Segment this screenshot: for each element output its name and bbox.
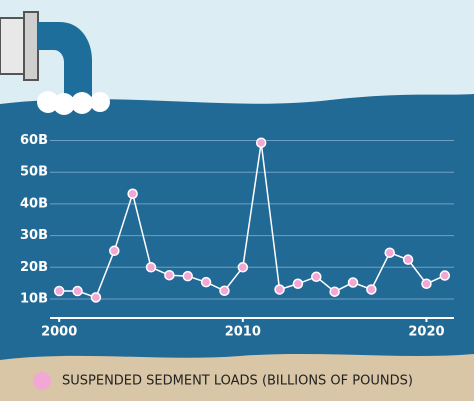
data-point xyxy=(402,254,414,265)
y-tick-label: 10B xyxy=(20,291,48,306)
data-point xyxy=(53,285,65,297)
pipe xyxy=(0,11,110,115)
data-point xyxy=(292,278,304,290)
data-point xyxy=(366,284,377,295)
data-point xyxy=(109,245,120,257)
y-tick-label: 30B xyxy=(20,228,48,243)
sand xyxy=(0,354,474,401)
x-tick-label: 2010 xyxy=(225,325,261,340)
data-point xyxy=(311,271,322,283)
data-point xyxy=(347,277,359,288)
data-point xyxy=(145,262,157,273)
data-point xyxy=(237,262,249,273)
data-point xyxy=(90,292,102,303)
legend-label: SUSPENDED SEDMENT LOADS (BILLIONS OF POU… xyxy=(62,374,413,389)
data-point xyxy=(219,285,230,296)
legend-marker xyxy=(33,372,51,390)
data-point xyxy=(200,276,212,288)
y-tick-label: 50B xyxy=(20,165,48,180)
water xyxy=(0,94,474,401)
data-point xyxy=(439,270,451,281)
x-tick-label: 2020 xyxy=(408,325,444,340)
y-tick-label: 60B xyxy=(20,133,48,148)
data-point xyxy=(72,285,83,297)
x-tick-label: 2000 xyxy=(41,325,77,340)
data-point xyxy=(127,188,138,200)
data-point xyxy=(421,278,432,290)
data-point xyxy=(182,270,193,282)
data-point xyxy=(164,269,175,281)
data-point xyxy=(329,286,340,297)
data-point xyxy=(384,247,395,258)
series-line xyxy=(59,142,446,299)
y-tick-label: 20B xyxy=(20,260,48,275)
data-point xyxy=(255,137,267,148)
y-tick-label: 40B xyxy=(20,196,48,211)
data-point xyxy=(274,284,285,295)
